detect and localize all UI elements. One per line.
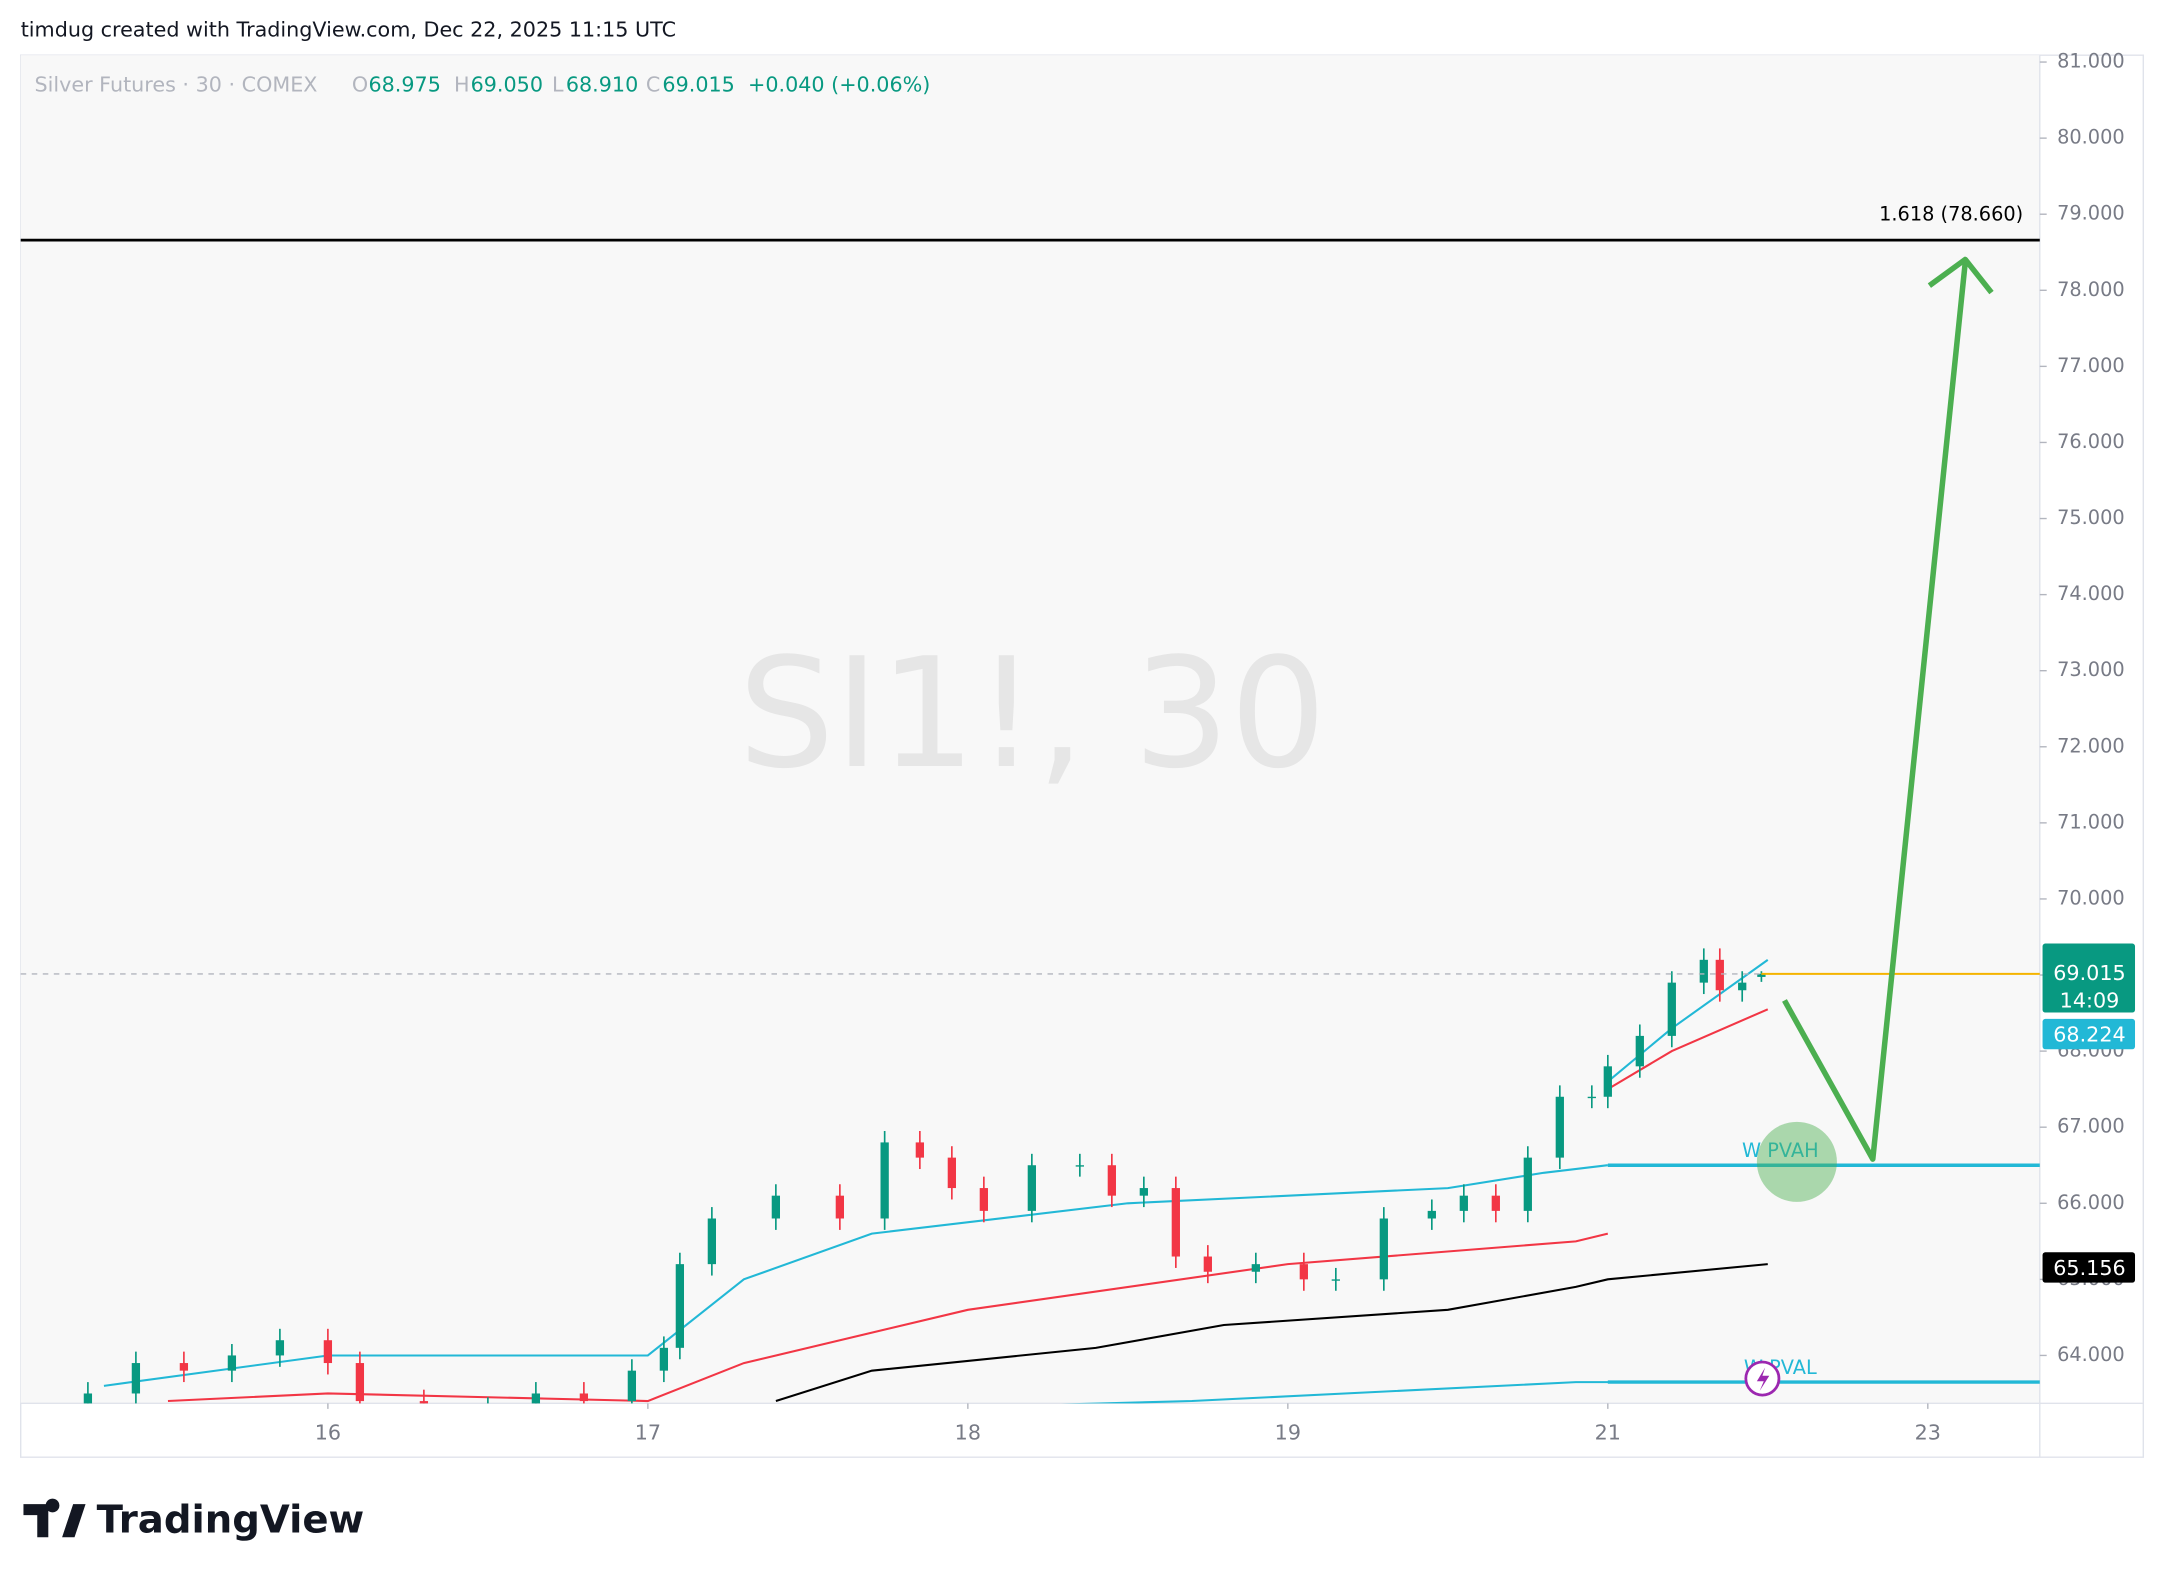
candle-body xyxy=(179,1363,189,1371)
candle-body xyxy=(1107,1165,1116,1196)
legend-symbol: Silver Futures · 30 · COMEX xyxy=(35,73,318,97)
event-bolt xyxy=(1756,1367,1770,1391)
candle-body xyxy=(947,1157,956,1189)
legend: Silver Futures · 30 · COMEX O 68.975 H 6… xyxy=(35,73,931,97)
y-tick-label: 67.000 xyxy=(2057,1115,2125,1138)
candle-body xyxy=(323,1340,333,1364)
candle-body xyxy=(531,1393,541,1404)
candle-body xyxy=(835,1195,844,1219)
candle-body xyxy=(1299,1264,1308,1280)
y-tick-label: 77.000 xyxy=(2057,354,2125,377)
y-tick-label: 64.000 xyxy=(2057,1343,2125,1366)
price-label-box xyxy=(2042,943,2136,1013)
legend-key: L xyxy=(552,73,564,97)
y-tick-label: 76.000 xyxy=(2057,430,2125,453)
y-tick-label: 81.000 xyxy=(2057,50,2125,73)
candle-body xyxy=(1427,1210,1436,1219)
countdown: 14:09 xyxy=(2060,988,2120,1012)
candle-body xyxy=(659,1347,669,1371)
candle-body xyxy=(1587,1096,1596,1099)
candle-body xyxy=(880,1142,889,1219)
y-tick-label: 70.000 xyxy=(2057,886,2125,909)
price-label: 65.156 xyxy=(2053,1256,2125,1280)
candle-body xyxy=(1075,1165,1084,1167)
candle-body xyxy=(1603,1066,1612,1097)
y-tick-label: 78.000 xyxy=(2057,278,2125,301)
candle-body xyxy=(1139,1188,1148,1196)
candle-body xyxy=(1757,973,1766,977)
target-circle xyxy=(1756,1121,1837,1202)
y-tick-label: 66.000 xyxy=(2057,1191,2125,1214)
candle-body xyxy=(131,1363,141,1394)
legend-value: 68.975 xyxy=(368,73,440,97)
candle-body xyxy=(771,1195,781,1219)
legend-key: C xyxy=(646,73,660,97)
candle-body xyxy=(1667,982,1676,1036)
legend-value: 69.015 xyxy=(662,73,734,97)
x-tick-label: 21 xyxy=(1595,1421,1621,1445)
overlay-line xyxy=(775,1263,1768,1403)
candle-body xyxy=(1027,1165,1036,1211)
price-label-box xyxy=(2042,1252,2136,1283)
candle-body xyxy=(1203,1256,1212,1272)
candle-body xyxy=(1491,1195,1500,1211)
candle-body xyxy=(579,1393,589,1402)
level-label: 1.618 (78.660) xyxy=(1879,203,2023,226)
y-tick-label: 75.000 xyxy=(2057,506,2125,529)
x-tick-label: 23 xyxy=(1915,1421,1941,1445)
x-tick-label: 19 xyxy=(1275,1421,1301,1445)
candle-body xyxy=(83,1393,93,1404)
arrow-head xyxy=(1927,256,1994,295)
legend-value: 69.050 xyxy=(471,73,543,97)
candle-body xyxy=(1523,1157,1532,1211)
header: timdug created with TradingView.com, Dec… xyxy=(21,17,676,41)
price-label-box xyxy=(2042,1018,2136,1050)
legend-key: H xyxy=(454,73,470,97)
candle-body xyxy=(355,1363,365,1402)
candle-body xyxy=(1738,982,1747,991)
y-tick-label: 74.000 xyxy=(2057,582,2125,605)
candle-body xyxy=(1555,1096,1564,1158)
logo-text: TradingView xyxy=(97,1498,365,1543)
candle-body xyxy=(627,1370,637,1402)
candle-body xyxy=(1459,1195,1468,1211)
candles xyxy=(83,948,1766,1404)
candle-body xyxy=(1331,1279,1340,1281)
candle-body xyxy=(675,1264,685,1348)
logo-mark xyxy=(23,1498,86,1538)
candle-body xyxy=(1379,1218,1388,1280)
legend-key: O xyxy=(352,73,368,97)
candle-body xyxy=(227,1355,237,1371)
x-tick-label: 17 xyxy=(635,1421,661,1445)
y-tick-label: 72.000 xyxy=(2057,734,2125,757)
overlay-line xyxy=(167,1008,1769,1403)
legend-change: +0.040 (+0.06%) xyxy=(748,73,930,97)
candle-body xyxy=(707,1218,717,1265)
projection-arrow xyxy=(1782,261,1969,1162)
y-tick-label: 80.000 xyxy=(2057,126,2125,149)
price-label: 69.015 xyxy=(2053,961,2125,985)
candle-body xyxy=(1171,1188,1180,1257)
level-label: W PVAH xyxy=(1742,1139,1819,1162)
candle-body xyxy=(275,1340,285,1356)
candle-body xyxy=(979,1188,988,1211)
watermark: SI1!, 30 xyxy=(738,625,1326,802)
x-tick-label: 18 xyxy=(955,1421,981,1445)
candle-body xyxy=(419,1401,429,1404)
candle-body xyxy=(1635,1035,1644,1067)
y-tick-label: 73.000 xyxy=(2057,658,2125,681)
y-tick-label: 79.000 xyxy=(2057,202,2125,225)
price-label: 68.224 xyxy=(2053,1022,2125,1046)
candle-body xyxy=(1699,959,1708,983)
x-tick-label: 16 xyxy=(315,1421,341,1445)
legend-value: 68.910 xyxy=(566,73,638,97)
logo: TradingView xyxy=(23,1498,364,1543)
candle-body xyxy=(915,1142,924,1158)
y-tick-label: 71.000 xyxy=(2057,810,2125,833)
candle-body xyxy=(1251,1264,1260,1272)
candle-body xyxy=(1715,959,1724,991)
